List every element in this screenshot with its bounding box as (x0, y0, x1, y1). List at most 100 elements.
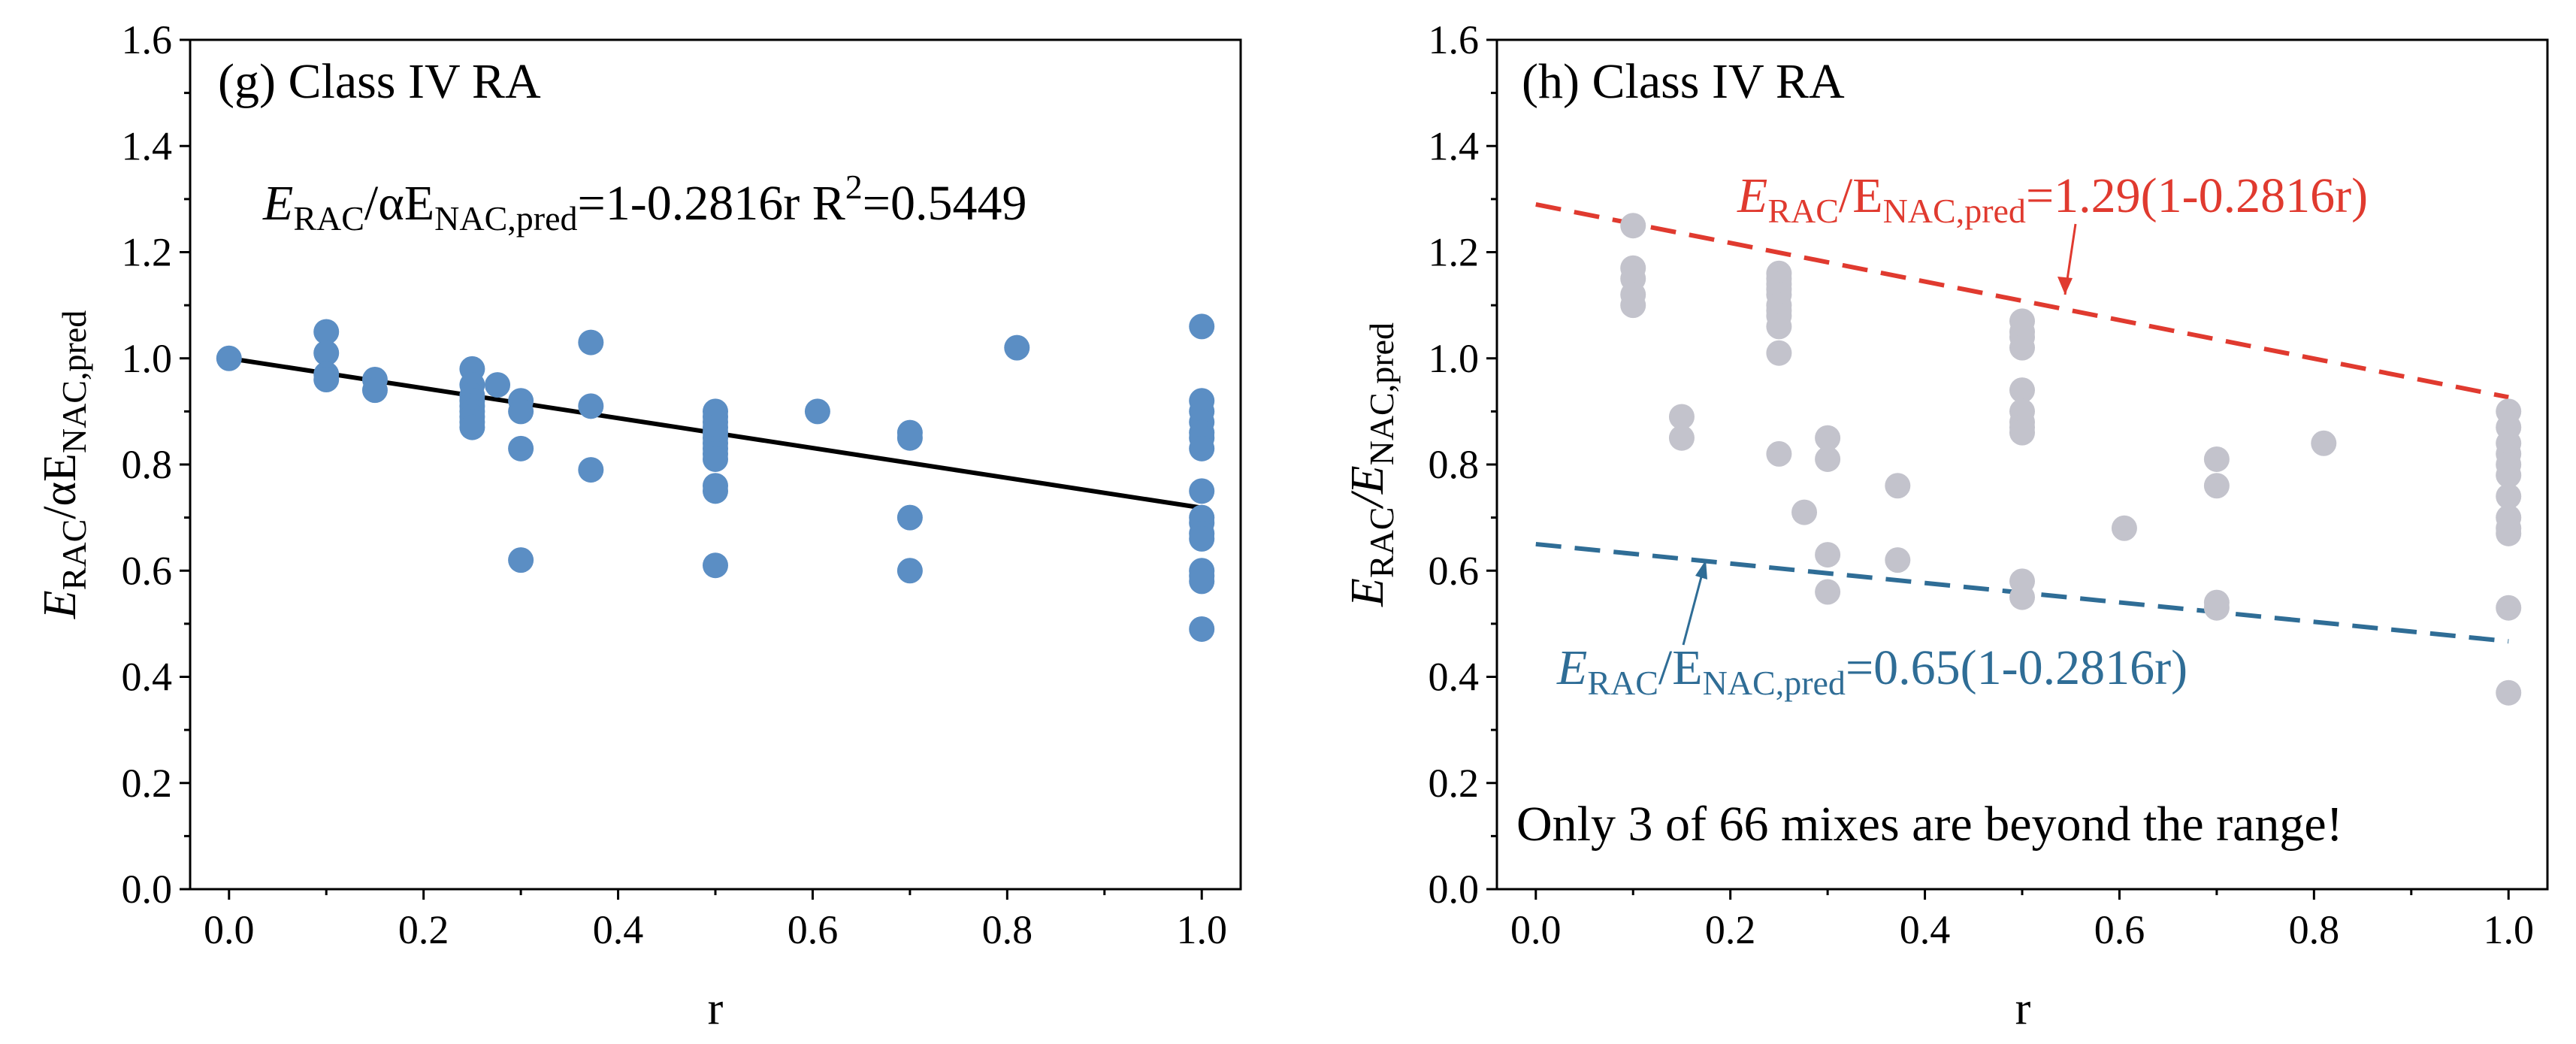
data-point (2203, 446, 2230, 472)
y-tick-label: 0.0 (122, 867, 173, 912)
y-tick-label: 0.2 (1429, 761, 1480, 806)
data-point (2009, 377, 2035, 404)
data-point (313, 340, 340, 366)
data-point (1766, 340, 1792, 366)
data-point (485, 372, 511, 398)
panel-g-eq-sub2: NAC,pred (434, 199, 577, 238)
y-tick-label: 0.6 (122, 548, 173, 593)
data-point (2203, 595, 2230, 621)
data-point (2496, 679, 2522, 706)
panel-g-ylabel-sub1: RAC (55, 519, 93, 591)
data-point (508, 435, 534, 461)
panel-h-upper-sub1: RAC (1767, 192, 1839, 230)
panel-h-lower-mid: /E (1658, 640, 1703, 695)
data-point (1766, 313, 1792, 340)
panel-h-lower-e: E (1556, 640, 1587, 695)
data-point (2203, 473, 2230, 499)
data-point (313, 367, 340, 392)
data-point (1791, 499, 1818, 525)
y-tick-label: 1.0 (1429, 336, 1480, 381)
data-point (1620, 213, 1646, 239)
panel-h: 0.0 0.2 0.4 0.6 0.8 1.0 0.0 0.2 0.4 0.6 0.8 1.0 1.2 1… (1342, 17, 2549, 1034)
panel-g-eq-fit: =1-0.2816r R (578, 176, 845, 231)
data-point (578, 329, 604, 356)
y-tick-label: 1.2 (122, 230, 173, 275)
data-point (703, 446, 728, 472)
x-tick-label: 0.4 (1900, 907, 1951, 952)
data-point (1815, 579, 1841, 605)
panel-g-eq-mid: /αE (364, 176, 434, 231)
data-point (804, 398, 830, 425)
panel-h-lower-rest: =0.65(1-0.2816r) (1846, 640, 2187, 695)
data-point (2496, 520, 2522, 546)
panel-h-upper-rest: =1.29(1-0.2816r) (2026, 168, 2368, 223)
x-tick-label: 0.2 (398, 907, 449, 952)
data-point (1668, 425, 1695, 451)
x-tick-label: 0.0 (1510, 907, 1562, 952)
data-point (216, 345, 242, 371)
panel-h-upper-label: ERAC/ENAC,pred=1.29(1-0.2816r) (1737, 168, 2368, 230)
y-tick-label: 1.4 (122, 123, 173, 168)
data-point (508, 398, 534, 425)
panel-g-eq-sub1: RAC (293, 199, 364, 238)
data-point (2311, 430, 2337, 456)
panel-h-upper-arrowhead (2057, 277, 2073, 295)
data-point (703, 552, 728, 579)
panel-g-ylabel-mid: /αE (35, 453, 86, 519)
data-point (1189, 313, 1215, 340)
panel-g-ylabel-sub2: NAC,pred (55, 310, 93, 453)
data-point (896, 504, 923, 531)
panel-h-note: Only 3 of 66 mixes are beyond the range! (1516, 797, 2343, 852)
data-point (361, 377, 388, 404)
data-point (1766, 440, 1792, 467)
data-point (2496, 595, 2522, 621)
panel-g-ylabel: ERAC/αENAC,pred (35, 310, 93, 619)
data-point (703, 478, 728, 504)
data-point (1620, 292, 1646, 319)
panel-h-ticks: 0.0 0.2 0.4 0.6 0.8 1.0 0.0 0.2 0.4 0.6 0.8 1.0 1.2 1… (1429, 17, 2534, 952)
panel-h-ylabel-sub1: RAC (1362, 507, 1401, 579)
data-point (1189, 435, 1215, 461)
data-point (1189, 616, 1215, 642)
data-point (896, 425, 923, 451)
panel-g-eq-sup: 2 (845, 168, 863, 206)
panel-h-ylabel-sub2: NAC,pred (1362, 322, 1401, 465)
panel-g-equation: ERAC/αENAC,pred=1-0.2816r R2=0.5449 (262, 168, 1026, 238)
data-point (2009, 584, 2035, 610)
panel-h-upper-e: E (1737, 168, 1767, 223)
y-tick-label: 0.2 (122, 761, 173, 806)
panel-g-ticks: 0.0 0.2 0.4 0.6 0.8 1.0 0.0 0.2 0.4 0.6 0.8 1.0 1.2 1… (122, 17, 1227, 952)
panel-h-xlabel: r (2015, 983, 2031, 1034)
data-point (2111, 515, 2137, 541)
y-tick-label: 0.8 (122, 442, 173, 487)
panel-h-lower-sub1: RAC (1587, 664, 1658, 702)
y-tick-label: 0.0 (1429, 867, 1480, 912)
panel-g-ylabel-e: E (35, 590, 86, 619)
data-point (1004, 334, 1030, 361)
panel-h-upper-sub2: NAC,pred (1883, 192, 2026, 230)
y-tick-label: 0.8 (1429, 442, 1480, 487)
y-tick-label: 1.0 (122, 336, 173, 381)
panel-g-title: (g) Class IV RA (218, 54, 541, 109)
panel-h-frame (1495, 38, 2549, 891)
data-point (2496, 462, 2522, 489)
panel-h-ylabel-mid: /E (1342, 465, 1393, 509)
y-tick-label: 0.4 (122, 655, 173, 700)
data-point (578, 393, 604, 419)
panel-g-eq-r2: =0.5449 (863, 176, 1027, 231)
data-point (1885, 473, 1911, 499)
data-point (896, 558, 923, 584)
panel-g-points (216, 313, 1215, 642)
panel-h-title: (h) Class IV RA (1522, 54, 1845, 109)
panel-h-lower-label: ERAC/ENAC,pred=0.65(1-0.2816r) (1556, 640, 2187, 702)
x-tick-label: 0.0 (204, 907, 255, 952)
data-point (2009, 334, 2035, 361)
panel-h-lower-arrowhead (1695, 560, 1707, 579)
x-tick-label: 0.2 (1705, 907, 1756, 952)
data-point (1885, 547, 1911, 573)
panel-g-xlabel: r (708, 983, 724, 1034)
x-tick-label: 1.0 (2483, 907, 2534, 952)
panel-g-eq-e: E (262, 176, 293, 231)
